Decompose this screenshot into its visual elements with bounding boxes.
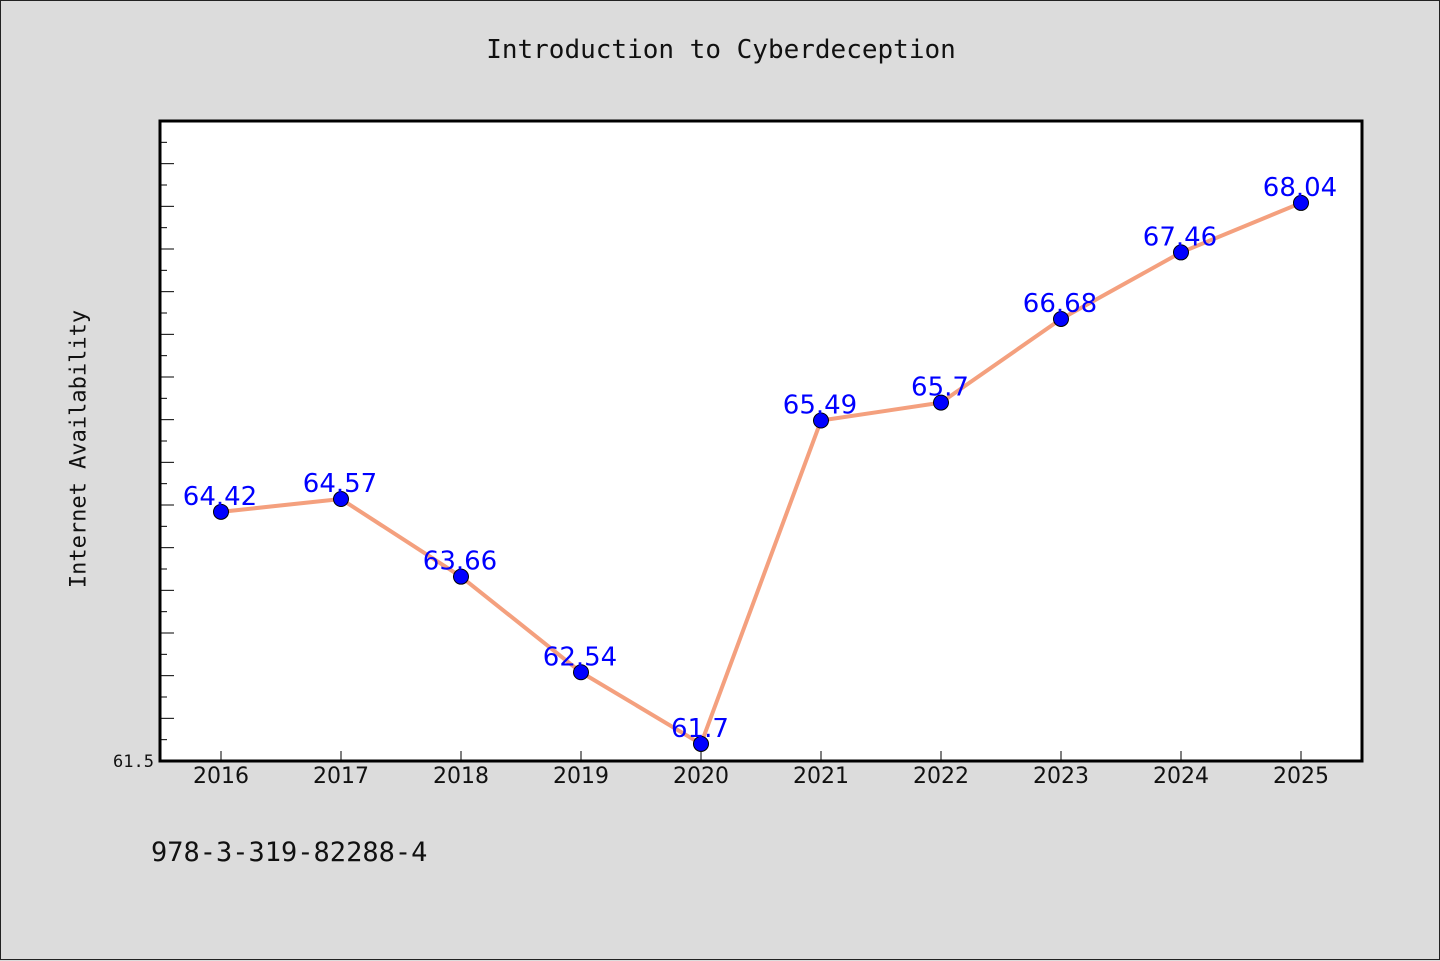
series-line <box>220 201 1302 746</box>
series-layer: 64.42 64.57 63.66 62.54 61.7 65.49 65.7 66.68 67… <box>183 173 1337 752</box>
data-label: 62.54 <box>543 642 617 672</box>
data-label: 61.7 <box>671 714 729 744</box>
data-point <box>813 412 829 429</box>
x-tick-label: 2019 <box>553 764 609 789</box>
data-label: 67.46 <box>1143 222 1217 252</box>
x-tick-label: 2022 <box>913 764 969 789</box>
data-point <box>1173 244 1189 261</box>
y-ticks <box>160 141 174 741</box>
data-point <box>933 394 949 411</box>
x-tick-label: 2023 <box>1033 764 1089 789</box>
y-tick-label-min: 61.5 <box>113 752 154 772</box>
data-point <box>333 491 349 508</box>
plot-area <box>158 119 1364 763</box>
data-point <box>693 735 709 752</box>
data-label: 68.04 <box>1263 173 1337 203</box>
x-tick-label: 2020 <box>673 764 729 789</box>
data-label: 65.49 <box>783 391 857 421</box>
data-point <box>1053 310 1069 327</box>
data-point <box>453 568 469 585</box>
data-point <box>573 664 589 681</box>
x-tick-label: 2025 <box>1273 764 1329 789</box>
data-point <box>1293 194 1309 211</box>
x-tick-label: 2024 <box>1153 764 1209 789</box>
x-tick-label: 2018 <box>433 764 489 789</box>
data-label: 66.68 <box>1023 289 1097 319</box>
data-label: 63.66 <box>423 547 497 577</box>
x-ticks: 2016 2017 2018 2019 2020 2021 2022 2023 2024 2025 <box>193 751 1329 789</box>
data-point <box>213 503 229 520</box>
x-tick-label: 2021 <box>793 764 849 789</box>
data-label: 64.57 <box>303 469 377 499</box>
data-label: 65.7 <box>911 373 969 403</box>
x-tick-label: 2017 <box>313 764 369 789</box>
data-label: 64.42 <box>183 482 257 512</box>
chart-title: Introduction to Cyberdeception <box>486 35 956 65</box>
isbn-footer: 978-3-319-82288-4 <box>151 837 428 868</box>
x-tick-label: 2016 <box>193 764 249 789</box>
